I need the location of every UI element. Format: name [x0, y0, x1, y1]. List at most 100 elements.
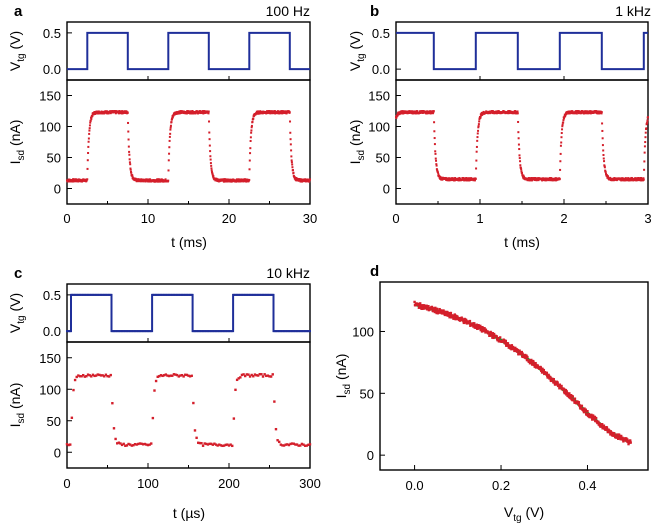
vtg-point: [237, 293, 240, 296]
isd-point: [299, 444, 302, 447]
isd-vtg-point: [508, 344, 511, 347]
vtg-point: [116, 330, 119, 333]
isd-point: [416, 110, 418, 113]
isd-vtg-point: [613, 432, 616, 435]
isd-point: [212, 174, 215, 177]
isd-point: [495, 110, 498, 113]
isd-point: [175, 373, 179, 377]
isd-vtg-point: [616, 433, 619, 436]
vtg-point: [177, 293, 180, 296]
isd-point: [560, 141, 563, 144]
vtg-point: [70, 293, 73, 296]
isd-point: [240, 178, 243, 181]
isd-point: [301, 180, 304, 183]
isd-point: [624, 177, 627, 180]
isd-vtg-point: [483, 327, 486, 330]
isd-vtg-point: [475, 323, 479, 326]
isd-frame-c: [66, 341, 311, 469]
isd-point: [158, 374, 161, 378]
vtg-point: [215, 330, 218, 333]
isd-vtg-point: [454, 317, 457, 321]
vtg-point: [74, 293, 77, 296]
isd-point: [305, 444, 308, 447]
isd-point: [218, 180, 221, 183]
vtg-point: [75, 293, 78, 296]
vtg-point: [258, 293, 261, 296]
isd-point: [114, 437, 117, 441]
isd-point: [578, 110, 581, 113]
isd-vtg-point: [484, 328, 488, 331]
vtg-point: [283, 330, 286, 333]
isd-point: [289, 138, 292, 141]
vtg-point: [216, 330, 219, 333]
isd-point: [129, 163, 132, 166]
isd-point: [122, 442, 125, 446]
isd-vtg-point: [556, 381, 559, 384]
isd-point: [167, 374, 171, 378]
isd-point: [540, 177, 543, 180]
isd-point: [124, 110, 127, 113]
isd-point: [86, 159, 89, 162]
isd-vtg-point: [586, 410, 589, 413]
isd-vtg-point: [573, 397, 577, 400]
vtg-point: [255, 293, 258, 296]
isd-point: [402, 112, 404, 115]
isd-point: [67, 443, 70, 447]
isd-vtg-point: [606, 430, 609, 434]
isd-point: [202, 110, 205, 113]
isd-vtg-point: [571, 395, 574, 398]
isd-point: [138, 442, 142, 445]
vtg-point: [229, 330, 232, 333]
vtg-y-tick-label-a-1: 0.5: [43, 26, 61, 41]
isd-point: [164, 373, 168, 376]
isd-vtg-point: [534, 361, 537, 365]
isd-point: [514, 110, 517, 113]
y-tick-label-d-2: 100: [352, 324, 374, 339]
isd-point: [106, 110, 109, 113]
isd-point: [190, 374, 193, 377]
isd-point: [73, 378, 77, 382]
isd-vtg-point: [438, 307, 441, 311]
isd-point: [396, 114, 399, 117]
isd-vtg-point: [605, 426, 609, 430]
isd-point: [431, 110, 434, 113]
isd-y-tick-label-b-2: 100: [368, 120, 390, 135]
isd-point: [198, 441, 202, 445]
isd-point: [194, 112, 197, 115]
isd-y-tick-label-c-3: 150: [39, 351, 61, 366]
x-tick-label-b-2: 2: [560, 211, 567, 226]
vtg-point: [159, 293, 162, 296]
freq-label-c: 10 kHz: [266, 265, 310, 281]
isd-vtg-point: [590, 414, 594, 418]
isd-point: [210, 169, 213, 172]
isd-point: [250, 131, 253, 134]
isd-point: [397, 111, 400, 114]
isd-point: [565, 112, 568, 115]
isd-point: [276, 439, 279, 442]
isd-point: [559, 160, 562, 163]
vtg-point: [276, 330, 279, 333]
isd-vtg-point: [613, 434, 616, 437]
isd-point: [211, 172, 214, 175]
isd-vtg-point: [612, 434, 615, 437]
vtg-point: [95, 293, 98, 296]
isd-point: [130, 444, 133, 447]
vtg-point: [164, 293, 167, 296]
isd-point: [208, 120, 211, 123]
isd-point: [401, 111, 404, 114]
isd-vtg-point: [468, 319, 472, 323]
isd-point: [208, 144, 211, 147]
isd-point: [477, 126, 480, 129]
isd-point: [209, 158, 212, 161]
isd-vtg-point: [584, 410, 587, 413]
isd-point: [290, 442, 294, 445]
isd-point: [214, 179, 217, 182]
isd-point: [127, 121, 130, 124]
isd-point: [65, 443, 69, 446]
vtg-point: [87, 293, 90, 296]
vtg-point: [181, 293, 184, 296]
isd-point: [434, 152, 437, 155]
isd-point: [156, 375, 159, 378]
vtg-y-tick-label-b-1: 0.5: [372, 26, 390, 41]
vtg-point: [263, 293, 266, 296]
